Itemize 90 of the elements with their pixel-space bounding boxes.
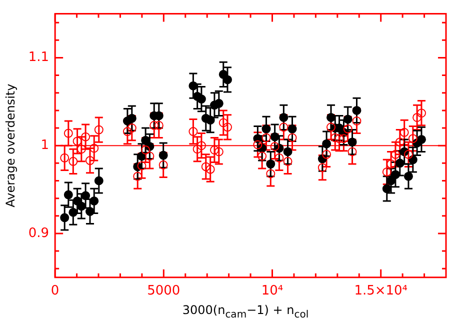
point — [339, 134, 348, 144]
point — [60, 213, 70, 222]
point — [382, 184, 392, 194]
point — [218, 118, 228, 128]
point — [72, 136, 82, 146]
point — [283, 147, 292, 156]
point — [395, 138, 404, 147]
x-tick-label: 10⁴ — [261, 284, 284, 299]
point — [94, 176, 104, 186]
point — [270, 142, 280, 151]
point — [262, 124, 271, 134]
point — [206, 164, 215, 174]
point — [90, 196, 99, 206]
point — [122, 127, 132, 136]
point — [343, 124, 352, 134]
point — [188, 127, 198, 136]
point — [258, 152, 267, 161]
point — [334, 134, 344, 144]
point — [382, 167, 392, 176]
point — [158, 160, 168, 170]
point — [390, 170, 400, 180]
point — [386, 160, 396, 169]
point — [133, 172, 142, 181]
point — [416, 108, 426, 118]
point — [81, 191, 90, 200]
point — [400, 128, 409, 137]
point — [270, 132, 280, 142]
point — [279, 122, 288, 132]
point — [348, 147, 357, 156]
point — [288, 133, 297, 142]
x-tick-label: 1.5×10⁴ — [354, 284, 408, 299]
point — [141, 145, 150, 154]
point — [343, 114, 352, 124]
point — [201, 162, 210, 172]
point — [81, 132, 90, 142]
point — [253, 140, 262, 150]
point — [68, 208, 78, 217]
y-axis-title: Average overdensity — [3, 84, 18, 208]
point — [352, 116, 362, 126]
point — [85, 156, 94, 166]
point — [326, 112, 336, 122]
point — [192, 144, 202, 154]
point — [158, 150, 168, 160]
point — [404, 150, 413, 159]
point — [283, 156, 292, 166]
point — [214, 98, 224, 108]
point — [395, 158, 404, 168]
point — [318, 163, 327, 172]
point — [330, 133, 340, 142]
point — [390, 150, 400, 159]
point — [412, 112, 422, 122]
point — [90, 144, 99, 153]
point — [145, 152, 154, 161]
point — [326, 122, 336, 132]
point — [322, 150, 332, 159]
point — [274, 153, 284, 162]
point — [266, 160, 276, 169]
y-tick-label: 1 — [40, 138, 50, 153]
point — [188, 81, 198, 90]
y-tick-label: 0.9 — [28, 226, 50, 241]
point — [279, 112, 288, 122]
point — [266, 169, 276, 178]
point — [154, 120, 164, 130]
x-axis-title: 3000(n$_{cam}$−1) + n$_{col}$ — [181, 303, 310, 320]
point — [348, 138, 357, 147]
point — [85, 207, 94, 216]
point — [288, 124, 297, 134]
x-tick-label: 0 — [50, 284, 60, 299]
point — [206, 116, 215, 125]
y-tick-label: 1.1 — [28, 50, 50, 66]
point — [404, 172, 413, 181]
point — [210, 145, 219, 154]
point — [262, 133, 271, 142]
x-tick-label: 5000 — [147, 284, 180, 299]
point — [64, 128, 73, 138]
point — [64, 190, 73, 200]
point — [137, 161, 146, 170]
point — [68, 156, 78, 166]
point — [94, 125, 104, 134]
point — [352, 106, 362, 115]
point — [150, 120, 159, 130]
point — [322, 139, 332, 148]
point — [408, 155, 418, 164]
point — [60, 153, 70, 162]
point — [386, 176, 396, 186]
point — [408, 134, 418, 144]
point — [416, 134, 426, 144]
point — [214, 147, 224, 156]
point — [127, 124, 136, 133]
point — [127, 114, 136, 123]
